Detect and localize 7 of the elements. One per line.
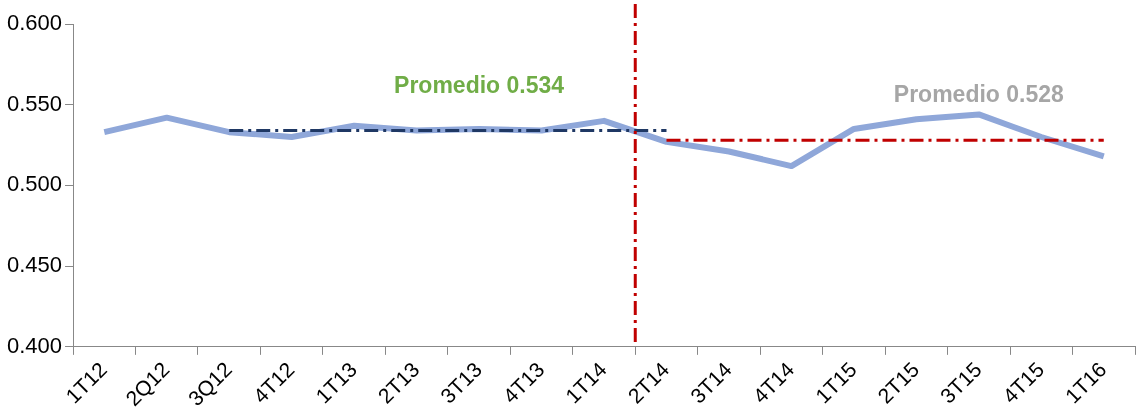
y-tick-label: 0.550 — [6, 90, 63, 116]
annotation: Promedio 0.534 — [394, 71, 565, 98]
y-tick-label: 0.450 — [6, 252, 63, 278]
annotation: Promedio 0.528 — [893, 81, 1065, 108]
y-tick-label: 0.600 — [6, 10, 63, 36]
y-tick-label: 0.500 — [6, 171, 63, 197]
y-tick-label: 0.400 — [6, 332, 63, 358]
